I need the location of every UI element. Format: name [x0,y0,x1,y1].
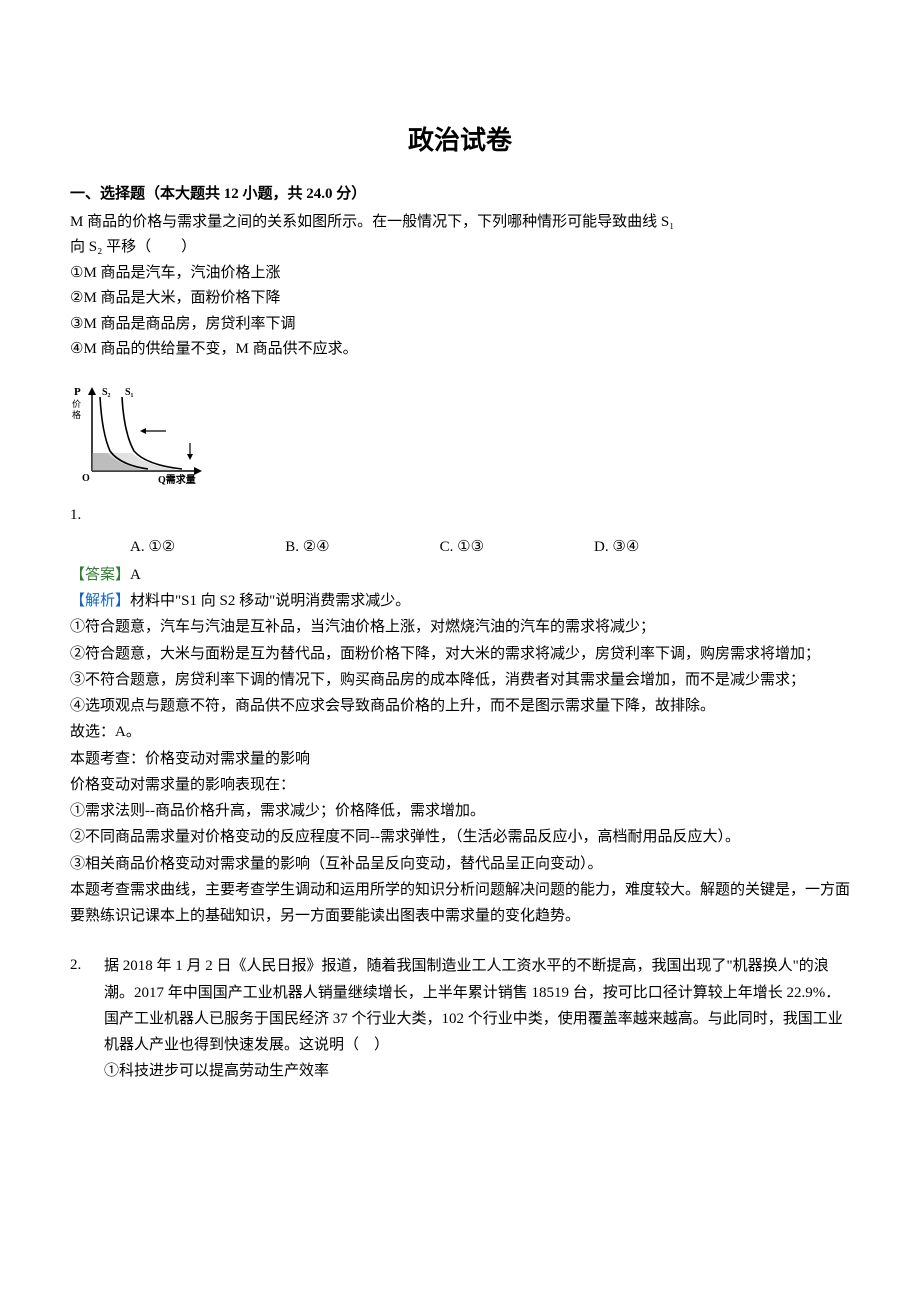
svg-text:S₁: S₁ [125,387,134,398]
analysis-p6: 本题考查：价格变动对需求量的影响 [70,746,850,772]
q2-opt1: ①科技进步可以提高劳动生产效率 [104,1058,850,1084]
svg-text:价: 价 [72,399,81,409]
analysis-p5: 故选：A。 [70,719,850,745]
section-header: 一、选择题（本大题共 12 小题，共 24.0 分） [70,182,850,206]
analysis-label: 【解析】 [70,593,130,609]
analysis-p4: ④选项观点与题意不符，商品供不应求会导致商品价格的上升，而不是图示需求量下降，故… [70,693,850,719]
answer-value: A [130,567,141,583]
q1-analysis: 【解析】材料中"S1 向 S2 移动"说明消费需求减少。 ①符合题意，汽车与汽油… [70,588,850,929]
q1-opt4: ④M 商品的供给量不变，M 商品供不应求。 [70,337,850,363]
svg-text:S₂: S₂ [102,387,111,398]
q1-opt1: ①M 商品是汽车，汽油价格上涨 [70,261,850,287]
answer-label: 【答案】 [70,567,130,583]
q1-choice-c: C. ①③ [440,535,484,559]
q1-choice-a: A. ①② [130,535,175,559]
analysis-p9: ②不同商品需求量对价格变动的反应程度不同--需求弹性，（生活必需品反应小，高档耐… [70,824,850,850]
q1-choice-b: B. ②④ [285,535,329,559]
q1-stem: M 商品的价格与需求量之间的关系如图所示。在一般情况下，下列哪种情形可能导致曲线… [70,210,850,363]
svg-text:格: 格 [72,409,81,420]
q1-opt2: ②M 商品是大米，面粉价格下降 [70,286,850,312]
svg-text:P: P [74,386,81,398]
svg-text:Q需求量: Q需求量 [158,473,196,486]
q1-opt3: ③M 商品是商品房，房贷利率下调 [70,312,850,338]
q2-body: 据 2018 年 1 月 2 日《人民日报》报道，随着我国制造业工人工资水平的不… [104,953,850,1084]
q1-answer-line: 【答案】A [70,563,850,589]
analysis-p2: ②符合题意，大米与面粉是互为替代品，面粉价格下降，对大米的需求将减少，房贷利率下… [70,641,850,667]
q2-stem: 据 2018 年 1 月 2 日《人民日报》报道，随着我国制造业工人工资水平的不… [104,953,850,1058]
demand-curve-chart: P 价 格 S₂ S₁ O Q需求量 [70,383,850,493]
q1-stem-line2: 向 S₂ 平移（ ） [70,235,850,261]
q1-stem-line1: M 商品的价格与需求量之间的关系如图所示。在一般情况下，下列哪种情形可能导致曲线… [70,210,850,236]
analysis-p1: ①符合题意，汽车与汽油是互补品，当汽油价格上涨，对燃烧汽油的汽车的需求将减少； [70,614,850,640]
q2-number: 2. [70,953,104,1084]
q1-choice-d: D. ③④ [594,535,639,559]
analysis-p3: ③不符合题意，房贷利率下调的情况下，购买商品房的成本降低，消费者对其需求量会增加… [70,667,850,693]
q1-number: 1. [70,503,850,527]
q1-choices: A. ①② B. ②④ C. ①③ D. ③④ [130,535,850,559]
analysis-p11: 本题考查需求曲线，主要考查学生调动和运用所学的知识分析问题解决问题的能力，难度较… [70,877,850,930]
svg-text:O: O [82,473,90,484]
analysis-line1: 材料中"S1 向 S2 移动"说明消费需求减少。 [130,593,410,609]
q2-block: 2. 据 2018 年 1 月 2 日《人民日报》报道，随着我国制造业工人工资水… [70,953,850,1084]
analysis-p8: ①需求法则--商品价格升高，需求减少；价格降低，需求增加。 [70,798,850,824]
analysis-p10: ③相关商品价格变动对需求量的影响（互补品呈反向变动，替代品呈正向变动）。 [70,851,850,877]
analysis-p7: 价格变动对需求量的影响表现在： [70,772,850,798]
page-title: 政治试卷 [70,120,850,162]
